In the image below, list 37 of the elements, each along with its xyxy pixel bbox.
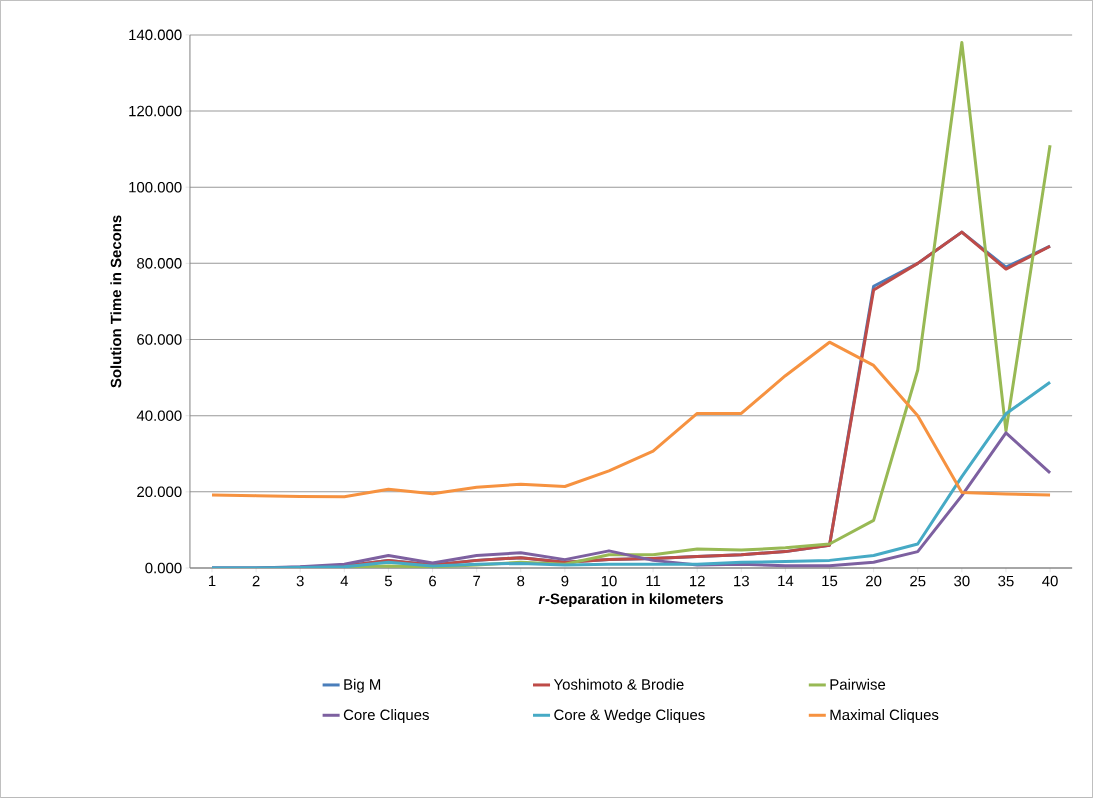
- x-tick-label: 25: [910, 575, 926, 587]
- x-tick-label: 8: [517, 575, 525, 587]
- y-tick-label: 80.000: [137, 258, 182, 269]
- legend-label: Pairwise: [830, 678, 886, 690]
- x-axis-title: r-Separation in kilometers: [538, 593, 723, 608]
- x-tick-label: 2: [252, 575, 260, 587]
- legend-label: Big M: [344, 678, 381, 693]
- y-tick-label: 100.000: [129, 181, 182, 193]
- x-tick-label: 15: [822, 575, 838, 587]
- x-tick-label: 11: [646, 575, 661, 587]
- x-tick-label: 20: [866, 575, 882, 587]
- x-tick-label: 9: [561, 575, 569, 587]
- y-tick-label: 60.000: [137, 334, 182, 345]
- x-tick-label: 7: [473, 575, 481, 587]
- y-tick-label: 0.000: [145, 562, 182, 574]
- legend-label: Yoshimoto & Brodie: [553, 678, 684, 690]
- x-tick-label: 10: [601, 575, 617, 587]
- x-tick-label: 40: [1042, 575, 1058, 587]
- x-tick-label: 13: [734, 575, 749, 587]
- y-tick-label: 40.000: [136, 410, 182, 421]
- y-tick-label: 140.000: [129, 29, 182, 41]
- line-series: [210, 340, 1052, 499]
- x-tick-label: 35: [998, 575, 1014, 587]
- x-tick-label: 6: [429, 575, 437, 587]
- x-tick-label: 3: [296, 575, 304, 587]
- legend-label: Core & Wedge Cliques: [554, 709, 705, 724]
- x-tick-label: 1: [208, 575, 216, 587]
- x-tick-label: 30: [954, 575, 970, 587]
- x-tick-label: 14: [778, 575, 794, 587]
- legend-label: Core Cliques: [343, 709, 429, 724]
- x-tick-label: 5: [384, 575, 392, 587]
- y-tick-label: 120.000: [129, 105, 182, 117]
- x-tick-label: 4: [340, 575, 349, 587]
- legend-label: Maximal Cliques: [830, 709, 939, 724]
- y-tick-label: 20.000: [137, 486, 182, 498]
- y-axis-title: Solution Time in Secons: [110, 215, 122, 388]
- x-tick-label: 12: [690, 575, 705, 587]
